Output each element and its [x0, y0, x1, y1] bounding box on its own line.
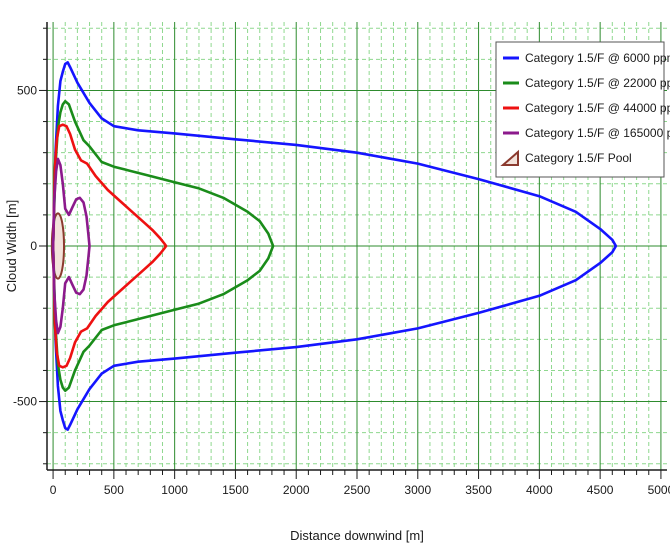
x-tick-label: 1000: [161, 483, 188, 497]
x-tick-label: 1500: [222, 483, 249, 497]
x-tick-label: 500: [104, 483, 124, 497]
series-line-1: [51, 61, 618, 431]
x-tick-label: 3000: [404, 483, 431, 497]
y-tick-label: -500: [13, 395, 37, 409]
x-tick-label: 4000: [526, 483, 553, 497]
y-tick-label: 500: [17, 83, 37, 97]
x-tick-label: 2500: [344, 483, 371, 497]
legend-swatch-pool: [500, 149, 519, 166]
x-tick-label: 3500: [465, 483, 492, 497]
y-tick-label: 0: [30, 239, 37, 253]
legend-label: Category 1.5/F @ 165000 ppm: [525, 126, 670, 140]
series-line-2: [51, 100, 275, 392]
y-axis-title: Cloud Width [m]: [4, 200, 19, 292]
axes: 0500100015002000250030003500400045005000…: [13, 22, 670, 497]
x-tick-label: 4500: [587, 483, 614, 497]
x-tick-label: 0: [50, 483, 57, 497]
pool-ellipse: [50, 212, 66, 280]
legend-box: [495, 41, 665, 178]
legend-label: Category 1.5/F @ 44000 ppm: [525, 101, 670, 115]
series-line-4: [51, 157, 91, 335]
legend: Category 1.5/F @ 6000 ppm Category 1.5/F …: [495, 41, 670, 178]
legend-label: Category 1.5/F @ 22000 ppm: [525, 76, 670, 90]
legend-label: Category 1.5/F Pool: [525, 151, 632, 165]
legend-label: Category 1.5/F @ 6000 ppm: [525, 51, 670, 65]
x-axis-title: Distance downwind [m]: [290, 528, 424, 543]
series-group: [50, 61, 618, 431]
x-tick-label: 2000: [283, 483, 310, 497]
x-tick-label: 5000: [648, 483, 670, 497]
series-line-3: [51, 123, 168, 369]
